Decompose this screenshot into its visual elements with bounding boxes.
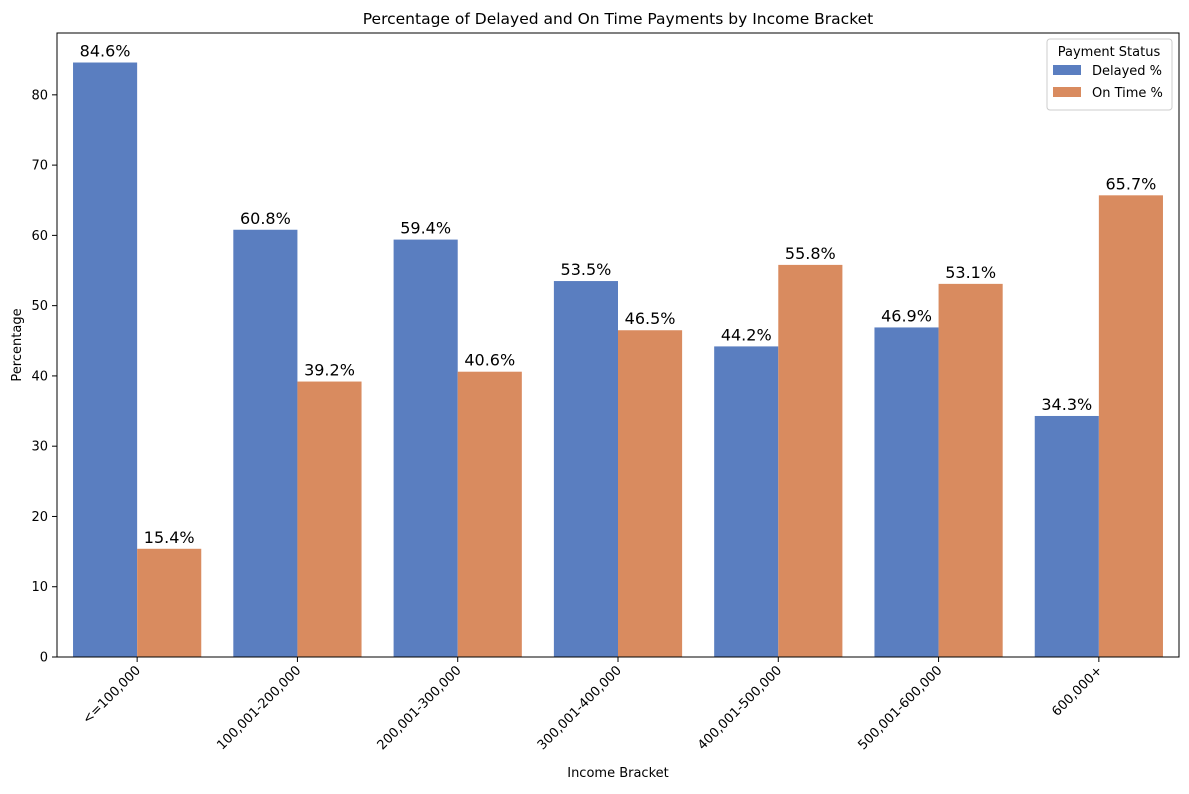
bar-on-time-0 xyxy=(137,548,202,657)
y-tick-label: 10 xyxy=(31,580,48,595)
bar-value-label: 53.1% xyxy=(945,263,996,282)
bar-value-label: 60.8% xyxy=(240,209,291,228)
bar-on-time-6 xyxy=(1098,195,1163,657)
bar-delayed-5 xyxy=(874,327,939,657)
bar-delayed-0 xyxy=(73,62,138,658)
bar-delayed-1 xyxy=(233,229,298,657)
bar-on-time-4 xyxy=(778,264,843,657)
x-tick-label: 500,001-600,000 xyxy=(855,663,945,753)
legend-label-delayed: Delayed % xyxy=(1092,64,1162,79)
bar-value-label: 46.5% xyxy=(625,309,676,328)
bar-value-label: 44.2% xyxy=(721,325,772,344)
bar-on-time-5 xyxy=(938,283,1003,657)
x-tick-label: 100,001-200,000 xyxy=(214,663,304,753)
bar-delayed-2 xyxy=(393,239,458,657)
bar-value-label: 84.6% xyxy=(80,42,131,61)
bar-delayed-3 xyxy=(553,281,618,657)
bar-value-label: 40.6% xyxy=(464,351,515,370)
x-tick-label: 400,001-500,000 xyxy=(695,663,785,753)
x-axis: <=100,000 100,001-200,000 200,001-300,000 3… xyxy=(80,657,1106,753)
x-axis-label: Income Bracket xyxy=(567,766,669,781)
y-tick-label: 30 xyxy=(31,440,48,455)
x-tick-label: 200,001-300,000 xyxy=(375,663,465,753)
x-tick-label: 600,000+ xyxy=(1049,663,1105,719)
plot-frame xyxy=(56,32,1180,658)
bar-delayed-6 xyxy=(1034,415,1099,657)
y-tick-label: 70 xyxy=(31,159,48,174)
y-axis: 0 10 20 30 40 50 60 70 80 xyxy=(31,88,57,666)
legend-label-on-time: On Time % xyxy=(1092,86,1163,101)
y-axis-label: Percentage xyxy=(10,308,25,381)
bar-value-label: 55.8% xyxy=(785,244,836,263)
bar-on-time-3 xyxy=(618,330,683,657)
x-tick-label: 300,001-400,000 xyxy=(535,663,625,753)
bar-value-label: 59.4% xyxy=(400,219,451,238)
y-tick-label: 20 xyxy=(31,510,48,525)
legend-swatch-delayed xyxy=(1053,65,1081,75)
y-tick-label: 60 xyxy=(31,229,48,244)
y-tick-label: 50 xyxy=(31,299,48,314)
bar-on-time-1 xyxy=(297,381,362,657)
bars-group xyxy=(73,62,1163,658)
legend-swatch-on-time xyxy=(1053,87,1081,97)
y-tick-label: 40 xyxy=(31,369,48,384)
bar-value-label: 46.9% xyxy=(881,306,932,325)
bar-value-label: 34.3% xyxy=(1041,395,1092,414)
bar-value-label: 65.7% xyxy=(1106,174,1157,193)
y-tick-label: 0 xyxy=(40,651,48,666)
legend: Payment Status Delayed % On Time % xyxy=(1046,38,1173,111)
bar-value-label: 15.4% xyxy=(144,528,195,547)
chart-title: Percentage of Delayed and On Time Paymen… xyxy=(363,10,873,28)
legend-title: Payment Status xyxy=(1058,45,1161,60)
bar-labels-group: 84.6% 60.8% 59.4% 53.5% 44.2% 46.9% 34.3% 15.4%… xyxy=(80,42,1157,547)
bar-on-time-2 xyxy=(457,371,522,657)
bar-value-label: 53.5% xyxy=(561,260,612,279)
bar-value-label: 39.2% xyxy=(304,361,355,380)
y-tick-label: 80 xyxy=(31,88,48,103)
x-tick-label: <=100,000 xyxy=(80,663,144,727)
bar-delayed-4 xyxy=(714,346,779,657)
